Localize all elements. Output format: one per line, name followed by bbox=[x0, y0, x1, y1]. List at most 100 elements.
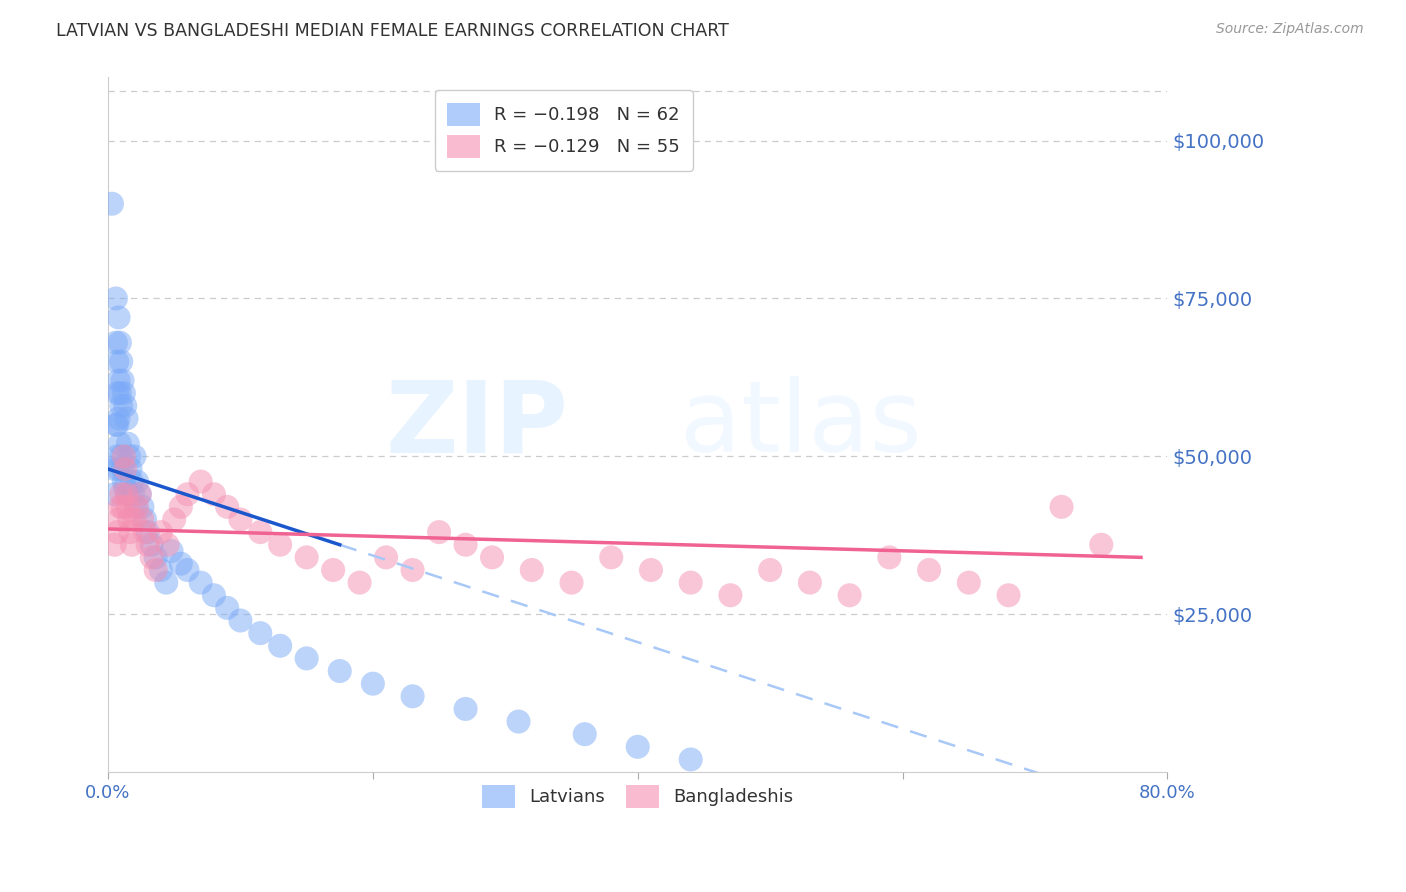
Point bbox=[156, 538, 179, 552]
Point bbox=[918, 563, 941, 577]
Text: ZIP: ZIP bbox=[387, 376, 569, 474]
Point bbox=[401, 690, 423, 704]
Point bbox=[720, 588, 742, 602]
Point bbox=[121, 538, 143, 552]
Point bbox=[759, 563, 782, 577]
Point bbox=[121, 475, 143, 489]
Point bbox=[112, 475, 135, 489]
Point bbox=[115, 487, 138, 501]
Point bbox=[229, 512, 252, 526]
Point bbox=[112, 386, 135, 401]
Point bbox=[799, 575, 821, 590]
Point bbox=[107, 374, 129, 388]
Point bbox=[107, 310, 129, 325]
Point bbox=[105, 525, 128, 540]
Point bbox=[679, 752, 702, 766]
Point bbox=[134, 512, 156, 526]
Point bbox=[349, 575, 371, 590]
Point bbox=[957, 575, 980, 590]
Point bbox=[114, 462, 136, 476]
Point bbox=[454, 702, 477, 716]
Point bbox=[118, 512, 141, 526]
Point bbox=[104, 335, 127, 350]
Text: Source: ZipAtlas.com: Source: ZipAtlas.com bbox=[1216, 22, 1364, 37]
Point bbox=[128, 487, 150, 501]
Point bbox=[170, 500, 193, 514]
Point bbox=[574, 727, 596, 741]
Point bbox=[127, 500, 149, 514]
Point bbox=[105, 354, 128, 368]
Point bbox=[295, 651, 318, 665]
Point bbox=[118, 450, 141, 464]
Point bbox=[160, 544, 183, 558]
Point bbox=[269, 538, 291, 552]
Point bbox=[229, 614, 252, 628]
Point bbox=[145, 550, 167, 565]
Point bbox=[155, 575, 177, 590]
Point bbox=[217, 500, 239, 514]
Point bbox=[108, 386, 131, 401]
Point bbox=[560, 575, 582, 590]
Point bbox=[176, 563, 198, 577]
Point bbox=[136, 525, 159, 540]
Point bbox=[110, 399, 132, 413]
Point bbox=[249, 626, 271, 640]
Point bbox=[127, 475, 149, 489]
Point bbox=[1050, 500, 1073, 514]
Point bbox=[115, 411, 138, 425]
Point bbox=[112, 450, 135, 464]
Point bbox=[117, 500, 139, 514]
Point bbox=[117, 436, 139, 450]
Point bbox=[110, 487, 132, 501]
Point bbox=[190, 475, 212, 489]
Point bbox=[149, 563, 172, 577]
Text: LATVIAN VS BANGLADESHI MEDIAN FEMALE EARNINGS CORRELATION CHART: LATVIAN VS BANGLADESHI MEDIAN FEMALE EAR… bbox=[56, 22, 730, 40]
Point bbox=[104, 417, 127, 432]
Point bbox=[107, 462, 129, 476]
Point bbox=[202, 487, 225, 501]
Point bbox=[104, 292, 127, 306]
Point bbox=[145, 563, 167, 577]
Point bbox=[838, 588, 860, 602]
Point bbox=[108, 335, 131, 350]
Point bbox=[190, 575, 212, 590]
Point bbox=[111, 500, 134, 514]
Point bbox=[997, 588, 1019, 602]
Point bbox=[679, 575, 702, 590]
Point bbox=[128, 487, 150, 501]
Point bbox=[105, 386, 128, 401]
Point bbox=[124, 512, 146, 526]
Point bbox=[104, 538, 127, 552]
Point bbox=[481, 550, 503, 565]
Point bbox=[124, 450, 146, 464]
Point bbox=[114, 481, 136, 495]
Point bbox=[600, 550, 623, 565]
Point bbox=[110, 450, 132, 464]
Point bbox=[269, 639, 291, 653]
Point bbox=[120, 525, 142, 540]
Point bbox=[170, 557, 193, 571]
Point bbox=[163, 512, 186, 526]
Point bbox=[149, 525, 172, 540]
Point bbox=[520, 563, 543, 577]
Point bbox=[120, 462, 142, 476]
Point bbox=[108, 500, 131, 514]
Point bbox=[125, 500, 148, 514]
Point bbox=[202, 588, 225, 602]
Point bbox=[101, 196, 124, 211]
Point bbox=[108, 436, 131, 450]
Point bbox=[122, 487, 145, 501]
Point bbox=[322, 563, 344, 577]
Point bbox=[107, 512, 129, 526]
Point bbox=[134, 525, 156, 540]
Point bbox=[1090, 538, 1112, 552]
Point bbox=[111, 462, 134, 476]
Point bbox=[141, 550, 163, 565]
Point bbox=[401, 563, 423, 577]
Point bbox=[104, 462, 127, 476]
Text: atlas: atlas bbox=[681, 376, 922, 474]
Point bbox=[107, 411, 129, 425]
Point bbox=[105, 417, 128, 432]
Point bbox=[454, 538, 477, 552]
Point bbox=[508, 714, 530, 729]
